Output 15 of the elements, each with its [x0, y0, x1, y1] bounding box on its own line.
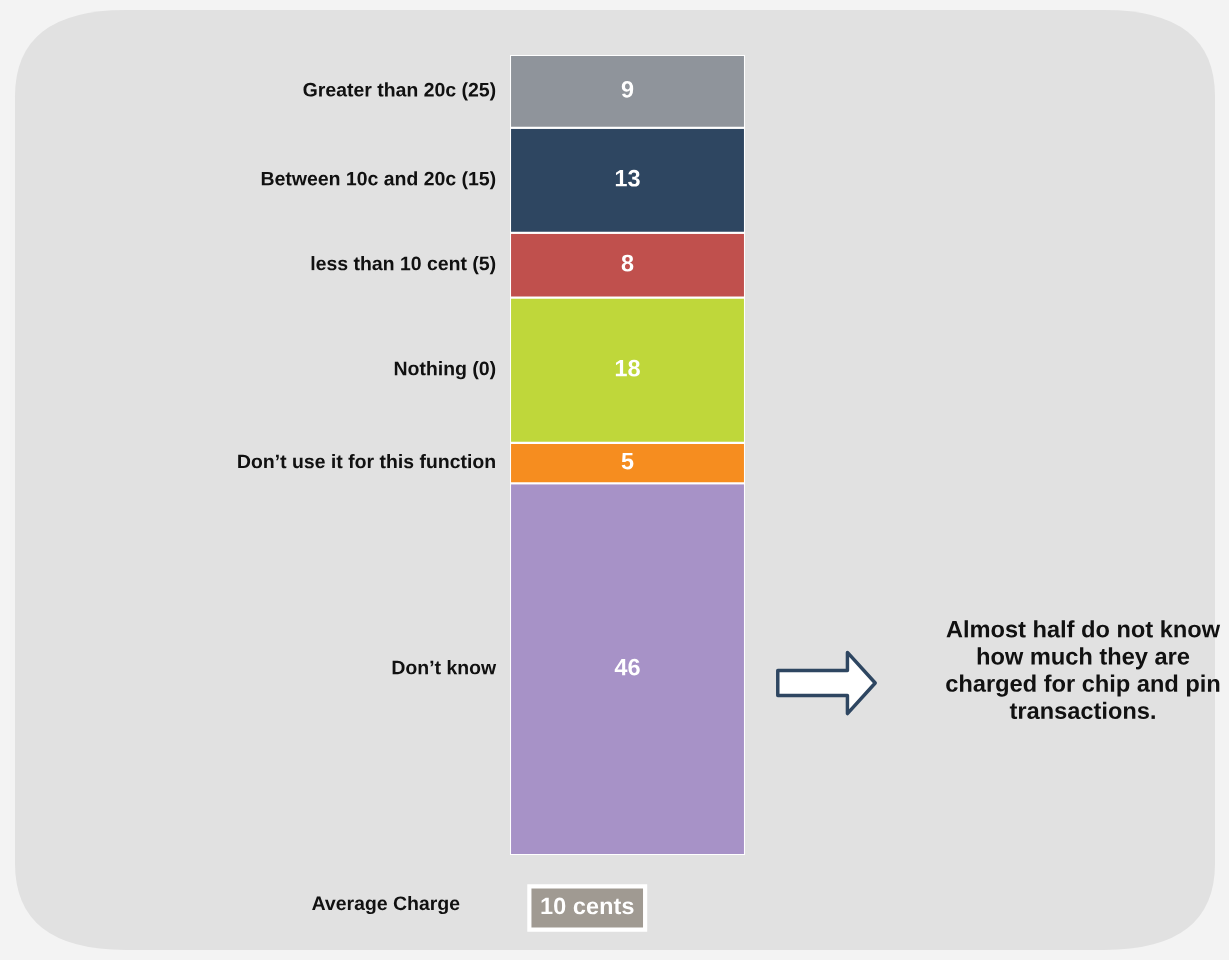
text: Almost half do not know how much they are charged for chip and pin transactions.: [946, 620, 1221, 720]
data-label: 5: [621, 452, 634, 470]
data-label: 13: [615, 169, 640, 187]
series-label: Nothing (0): [394, 361, 496, 380]
data-label: 8: [621, 254, 634, 272]
series-label: less than 10 cent (5): [311, 256, 496, 275]
series-label: Greater than 20c (25): [303, 82, 496, 101]
data-label: 18: [615, 359, 640, 377]
series-label: Don’t know: [392, 660, 497, 675]
data-label: 9: [621, 80, 634, 98]
text: Average Charge: [312, 895, 460, 915]
series-label: Don’t use it for this function: [238, 454, 495, 469]
data-label: 46: [614, 658, 640, 676]
series-label: Between 10c and 20c (15): [261, 171, 496, 190]
text: 10 cents: [541, 897, 634, 915]
